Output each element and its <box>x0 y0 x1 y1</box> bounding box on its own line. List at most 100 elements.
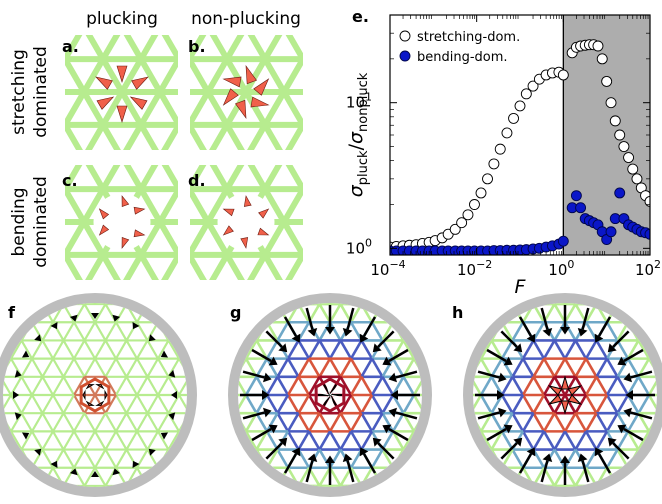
lattice-bond <box>307 339 321 360</box>
lattice-bond <box>402 430 416 451</box>
panel-a-plucking-stretching <box>65 35 178 150</box>
lattice-bond <box>83 339 96 360</box>
lattice-bond <box>574 430 588 451</box>
lattice-bond <box>94 430 107 451</box>
panel-h-circular-lattice <box>463 293 662 497</box>
legend-label: stretching-dom. <box>417 30 520 45</box>
lattice-bond <box>146 394 159 414</box>
lattice-bond <box>136 394 149 414</box>
boundary-arrow-head <box>503 424 513 434</box>
lattice-bond <box>247 53 303 150</box>
data-point <box>605 97 617 109</box>
lattice-bond <box>3 394 12 414</box>
center-hexagon <box>314 377 346 413</box>
lattice-bond <box>521 394 535 414</box>
lattice-bond <box>563 376 577 396</box>
lattice-bond <box>647 394 657 414</box>
lattice-bond <box>52 358 65 378</box>
boundary-arrow-head <box>307 328 318 337</box>
lattice-bond <box>244 376 258 396</box>
lattice-bond <box>104 449 117 469</box>
svg-text:dominated: dominated <box>31 46 51 138</box>
boundary-arrow-head <box>171 391 177 399</box>
lattice-bond <box>31 339 44 360</box>
boundary-arrow-head <box>148 448 156 456</box>
boundary-arrow-head <box>148 334 156 342</box>
lattice-bond <box>349 376 363 396</box>
boundary-arrow-head <box>91 471 99 477</box>
lattice-bond <box>167 339 180 360</box>
boundary-arrow-shaft <box>283 453 298 474</box>
lattice-bond <box>62 321 75 341</box>
boundary-arrow-head <box>168 412 176 421</box>
row-label-bending: bending dominated <box>9 176 51 268</box>
boundary-arrow-head <box>69 314 78 322</box>
lattice-bond <box>626 357 640 378</box>
lattice-bond <box>563 321 577 342</box>
lattice-bond <box>584 357 598 378</box>
boundary-arrow-head <box>594 333 604 343</box>
lattice-bond <box>542 412 556 433</box>
lattice-bond <box>616 357 630 378</box>
lattice-bond <box>276 448 290 469</box>
lattice-bond <box>83 430 96 451</box>
lattice-bond <box>542 339 556 360</box>
lattice-bond <box>83 358 96 378</box>
boundary-arrow-head <box>388 407 397 418</box>
lattice-bond <box>104 321 117 341</box>
lattice-bond <box>532 339 546 360</box>
lattice-bond <box>297 321 311 342</box>
lattice-bond <box>318 467 332 487</box>
lattice-bond <box>349 394 363 414</box>
boundary-arrow-head <box>263 372 272 383</box>
boundary-arrow-head <box>560 455 570 463</box>
data-point <box>469 199 480 210</box>
lattice-bond <box>286 412 300 433</box>
y-axis-label: σpluck/σnonpluck <box>345 72 371 197</box>
lattice-bond <box>104 412 117 432</box>
lattice-bond <box>146 358 159 378</box>
lattice-bond <box>349 412 363 433</box>
lattice-bond <box>328 412 342 433</box>
force-wedge <box>222 88 239 106</box>
force-wedge <box>222 225 234 236</box>
lattice-bond <box>490 412 504 433</box>
lattice-bond <box>297 376 311 396</box>
lattice-bond <box>339 339 353 360</box>
lattice-bond <box>360 376 374 396</box>
force-wedge <box>222 76 242 88</box>
lattice-bond <box>73 394 86 414</box>
boundary-arrow-shaft <box>242 411 265 420</box>
lattice-bond <box>563 339 577 360</box>
x-axis-label: F <box>515 276 527 298</box>
lattice-bond <box>584 376 598 396</box>
boundary-arrow-head <box>526 447 536 457</box>
lattice-bond <box>136 449 149 469</box>
lattice-bond <box>647 376 657 396</box>
lattice-bond <box>62 449 75 469</box>
x-tick-label: 102 <box>635 258 661 279</box>
lattice-bond <box>62 430 75 451</box>
lattice-bond <box>500 357 514 378</box>
lattice-bond <box>20 339 33 360</box>
lattice-bond <box>532 412 546 433</box>
lattice-bond <box>563 430 577 451</box>
center-wedge <box>95 400 105 406</box>
data-point <box>527 80 539 92</box>
boundary-arrow-shaft <box>612 442 630 460</box>
data-point <box>501 127 513 139</box>
lattice-bond <box>490 357 504 378</box>
boundary-arrow-shaft <box>362 316 377 337</box>
boundary-arrow-head <box>526 333 536 343</box>
lattice-bond <box>307 394 321 414</box>
lattice-bond <box>637 394 651 414</box>
boundary-arrow-head <box>388 372 397 383</box>
lattice-bond <box>479 394 493 414</box>
boundary-arrow-head <box>50 460 58 469</box>
data-point <box>631 173 643 185</box>
lattice-bond <box>370 412 384 433</box>
lattice-bond <box>616 412 630 433</box>
boundary-arrow-shaft <box>518 316 533 337</box>
lattice-bond <box>574 357 588 378</box>
lattice-bond <box>146 339 159 360</box>
